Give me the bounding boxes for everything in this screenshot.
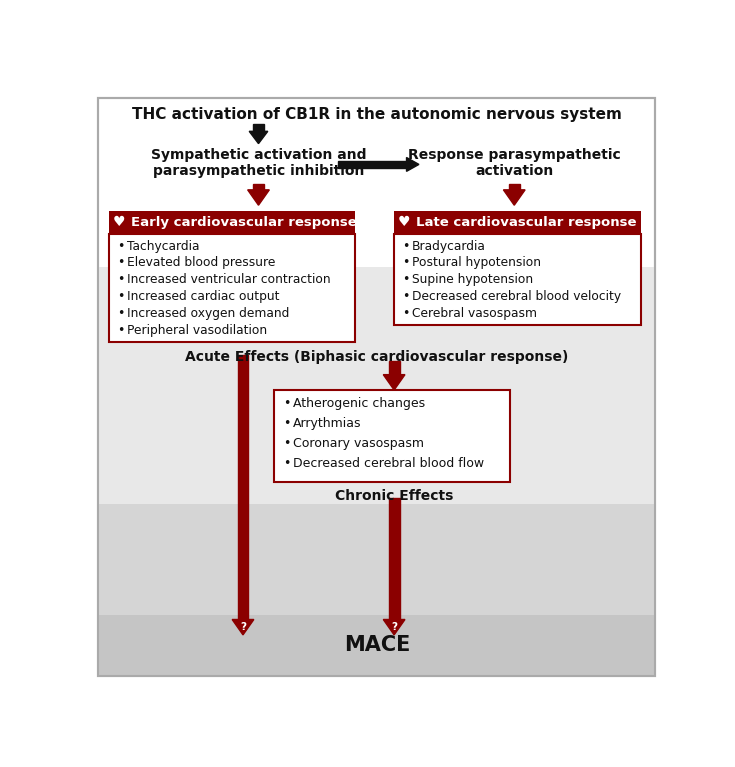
Polygon shape <box>237 355 248 620</box>
Text: ?: ? <box>391 622 397 632</box>
Text: •: • <box>117 256 124 269</box>
Text: •: • <box>117 324 124 337</box>
FancyBboxPatch shape <box>109 211 356 234</box>
Text: •: • <box>117 273 124 286</box>
Text: •: • <box>402 291 409 304</box>
Text: MACE: MACE <box>344 635 410 655</box>
FancyBboxPatch shape <box>98 98 656 676</box>
Text: Sympathetic activation and
parasympathetic inhibition: Sympathetic activation and parasympathet… <box>151 148 366 179</box>
Text: ♥: ♥ <box>398 216 410 229</box>
Text: Early cardiovascular response: Early cardiovascular response <box>131 216 356 229</box>
Text: Coronary vasospasm: Coronary vasospasm <box>293 437 423 450</box>
Polygon shape <box>248 189 269 206</box>
Text: Tachycardia: Tachycardia <box>126 239 199 252</box>
Text: Chronic Effects: Chronic Effects <box>335 489 453 502</box>
FancyBboxPatch shape <box>98 504 656 615</box>
Text: Late cardiovascular response: Late cardiovascular response <box>416 216 637 229</box>
FancyBboxPatch shape <box>109 234 356 341</box>
Text: Postural hypotension: Postural hypotension <box>412 256 541 269</box>
Polygon shape <box>509 183 520 189</box>
Text: Bradycardia: Bradycardia <box>412 239 486 252</box>
Text: •: • <box>283 417 290 430</box>
Text: Increased ventricular contraction: Increased ventricular contraction <box>126 273 330 286</box>
Polygon shape <box>383 374 405 390</box>
Text: •: • <box>402 239 409 252</box>
Text: Supine hypotension: Supine hypotension <box>412 273 533 286</box>
Polygon shape <box>249 131 268 143</box>
Text: THC activation of CB1R in the autonomic nervous system: THC activation of CB1R in the autonomic … <box>132 107 622 122</box>
Text: •: • <box>402 308 409 321</box>
Text: •: • <box>117 291 124 304</box>
Text: •: • <box>283 397 290 410</box>
Text: ♥: ♥ <box>112 216 125 229</box>
Text: Increased oxygen demand: Increased oxygen demand <box>126 308 289 321</box>
Polygon shape <box>406 157 419 171</box>
Text: Response parasympathetic
activation: Response parasympathetic activation <box>408 148 620 179</box>
Text: •: • <box>402 256 409 269</box>
Text: •: • <box>402 273 409 286</box>
Text: •: • <box>283 437 290 450</box>
Polygon shape <box>503 189 525 206</box>
Polygon shape <box>232 620 254 635</box>
FancyBboxPatch shape <box>394 234 641 324</box>
Text: •: • <box>283 457 290 470</box>
FancyBboxPatch shape <box>274 390 510 482</box>
Text: Decreased cerebral blood flow: Decreased cerebral blood flow <box>293 457 484 470</box>
Text: •: • <box>117 239 124 252</box>
FancyBboxPatch shape <box>98 615 656 676</box>
Text: ?: ? <box>240 622 246 632</box>
FancyBboxPatch shape <box>98 267 656 504</box>
Text: Cerebral vasospasm: Cerebral vasospasm <box>412 308 537 321</box>
Text: Elevated blood pressure: Elevated blood pressure <box>126 256 275 269</box>
Polygon shape <box>254 124 264 131</box>
Polygon shape <box>389 498 400 620</box>
Text: Acute Effects (Biphasic cardiovascular response): Acute Effects (Biphasic cardiovascular r… <box>185 350 569 364</box>
FancyBboxPatch shape <box>394 211 641 234</box>
Text: Atherogenic changes: Atherogenic changes <box>293 397 425 410</box>
Text: Increased cardiac output: Increased cardiac output <box>126 291 279 304</box>
Text: Peripheral vasodilation: Peripheral vasodilation <box>126 324 267 337</box>
Text: Arrythmias: Arrythmias <box>293 417 361 430</box>
Text: Decreased cerebral blood velocity: Decreased cerebral blood velocity <box>412 291 621 304</box>
Polygon shape <box>389 360 400 374</box>
Polygon shape <box>253 183 264 189</box>
Polygon shape <box>338 160 406 168</box>
Polygon shape <box>383 620 405 635</box>
Text: •: • <box>117 308 124 321</box>
